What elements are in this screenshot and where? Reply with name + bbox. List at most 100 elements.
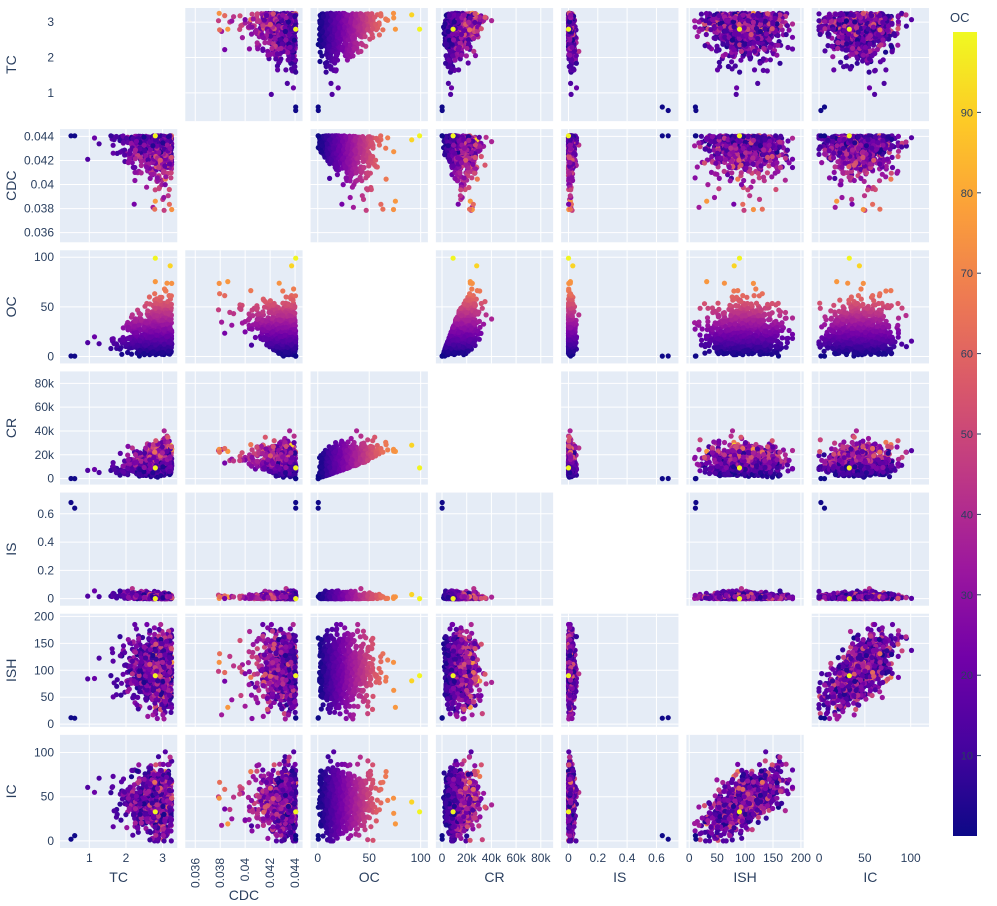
scatter-point bbox=[360, 42, 365, 47]
scatter-point bbox=[269, 92, 274, 97]
scatter-point bbox=[320, 29, 325, 34]
scatter-point bbox=[321, 14, 326, 19]
panel-grid bbox=[60, 8, 929, 848]
scatter-point bbox=[341, 31, 346, 36]
scatter-point bbox=[332, 27, 337, 32]
scatter-point bbox=[251, 16, 256, 21]
scatter-point bbox=[451, 27, 456, 32]
scatter-point bbox=[569, 92, 574, 97]
scatter-point bbox=[343, 18, 348, 23]
scatter-point bbox=[272, 36, 277, 41]
scatter-point bbox=[285, 81, 290, 86]
scatter-point bbox=[448, 49, 453, 54]
scatter-point bbox=[393, 27, 398, 32]
scatter-point bbox=[391, 11, 396, 16]
scatter-point bbox=[360, 14, 365, 19]
scatter-point bbox=[247, 46, 252, 51]
scatter-point bbox=[449, 85, 454, 90]
scatter-point bbox=[367, 37, 372, 42]
scatter-point bbox=[345, 37, 350, 42]
scatter-point bbox=[317, 59, 322, 64]
scatter-point bbox=[452, 19, 457, 24]
scatter-point bbox=[449, 66, 454, 71]
scatter-point bbox=[417, 27, 422, 32]
scatter-point bbox=[318, 38, 323, 43]
scatter-point bbox=[278, 46, 283, 51]
scatter-point bbox=[225, 27, 230, 32]
scatter-point bbox=[262, 17, 267, 22]
scatter-point bbox=[216, 18, 221, 23]
scatter-point bbox=[377, 32, 382, 37]
scatter-point bbox=[345, 13, 350, 18]
scatter-point bbox=[293, 27, 298, 32]
scatter-point bbox=[384, 17, 389, 22]
scatter-point bbox=[222, 47, 227, 52]
panel-background bbox=[561, 8, 678, 121]
scatter-point bbox=[345, 53, 350, 58]
scatter-point bbox=[369, 11, 374, 16]
scatter-point bbox=[280, 13, 285, 18]
scatter-point bbox=[358, 25, 363, 30]
scatter-point bbox=[363, 34, 368, 39]
scatter-point bbox=[473, 11, 478, 16]
scatter-point bbox=[333, 57, 338, 62]
scatter-point bbox=[255, 40, 260, 45]
scatter-point bbox=[332, 41, 337, 46]
scatter-point bbox=[240, 35, 245, 40]
panel-TC-vs-OC bbox=[311, 8, 428, 121]
scatter-point bbox=[318, 50, 323, 55]
scatter-point bbox=[264, 13, 269, 18]
scatter-point bbox=[250, 12, 255, 17]
scatter-point bbox=[446, 57, 451, 62]
scatter-point bbox=[327, 36, 332, 41]
scatter-point bbox=[447, 13, 452, 18]
scatter-point bbox=[370, 32, 375, 37]
scatter-point bbox=[319, 19, 324, 24]
scatter-point bbox=[350, 35, 355, 40]
scatter-point bbox=[271, 11, 276, 16]
scatter-point bbox=[289, 66, 294, 71]
scatter-point bbox=[328, 81, 333, 86]
scatter-point bbox=[446, 29, 451, 34]
scatter-point bbox=[283, 67, 288, 72]
scatter-point bbox=[293, 70, 298, 75]
scatter-point bbox=[249, 25, 254, 30]
scatter-point bbox=[440, 104, 445, 109]
scatter-point bbox=[471, 36, 476, 41]
scatter-point bbox=[292, 14, 297, 19]
scatter-point bbox=[261, 35, 266, 40]
scatter-point bbox=[222, 13, 227, 18]
scatter-point bbox=[451, 37, 456, 42]
scatter-point bbox=[268, 22, 273, 27]
scatter-point bbox=[466, 20, 471, 25]
scatter-point bbox=[373, 22, 378, 27]
scatter-point bbox=[340, 45, 345, 50]
scatter-point bbox=[237, 27, 242, 32]
scatter-point bbox=[462, 13, 467, 18]
panel-TC-vs-CDC bbox=[185, 8, 302, 121]
scatter-point bbox=[466, 60, 471, 65]
scatter-point bbox=[327, 43, 332, 48]
scatter-point bbox=[293, 104, 298, 109]
scatter-point bbox=[324, 70, 329, 75]
scatter-point bbox=[479, 26, 484, 31]
scatter-point bbox=[260, 23, 265, 28]
scatter-point bbox=[328, 66, 333, 71]
scatter-point bbox=[237, 13, 242, 18]
scatter-point bbox=[380, 27, 385, 32]
scatter-point bbox=[489, 18, 494, 23]
scatter-point bbox=[328, 18, 333, 23]
scatter-point bbox=[467, 27, 472, 32]
scatter-point bbox=[446, 81, 451, 86]
panel-TC-vs-CR bbox=[436, 8, 553, 121]
scatter-point bbox=[217, 27, 222, 32]
scatter-point bbox=[353, 13, 358, 18]
scatter-point bbox=[327, 26, 332, 31]
scatter-point bbox=[482, 15, 487, 20]
scatter-point bbox=[409, 12, 414, 17]
scatter-point bbox=[280, 41, 285, 46]
scatter-point bbox=[336, 15, 341, 20]
scatter-point bbox=[283, 37, 288, 42]
scatter-point bbox=[292, 38, 297, 43]
scatter-point bbox=[336, 85, 341, 90]
